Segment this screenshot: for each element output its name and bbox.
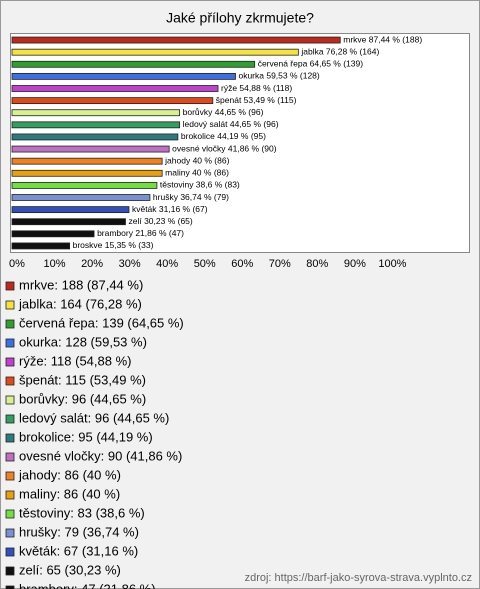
legend-label: jahody: 86 (40 %) [18, 467, 121, 482]
bar-label: broskve 15,35 % (33) [73, 240, 154, 250]
legend-swatch [5, 300, 15, 310]
legend-swatch [5, 452, 15, 462]
legend-swatch [5, 319, 15, 329]
bar [11, 242, 71, 250]
bar [11, 206, 130, 214]
legend-label: brambory: 47 (21,86 %) [19, 581, 156, 589]
bar-label: borůvky 44,65 % (96) [183, 107, 264, 117]
bar [11, 97, 214, 105]
bar-label: ovesné vločky 41,86 % (90) [172, 143, 277, 153]
bar [11, 194, 151, 201]
bar-label: brambory 21,86 % (47) [97, 228, 184, 238]
x-tick-label: 60% [231, 258, 253, 270]
bar-label: brokolice 44,19 % (95) [181, 131, 266, 141]
bar-label: květák 31,16 % (67) [132, 204, 208, 214]
bar [11, 157, 163, 165]
bar [11, 218, 126, 226]
bar-label: červená řepa 64,65 % (139) [258, 59, 364, 69]
legend-label: špenát: 115 (53,49 %) [19, 372, 146, 387]
legend-label: zelí: 65 (30,23 %) [19, 562, 121, 577]
legend-label: okurka: 128 (59,53 %) [19, 334, 147, 349]
bar [11, 145, 170, 153]
bar-label: hrušky 36,74 % (79) [153, 192, 229, 202]
plot-area [10, 33, 470, 253]
bar-label: jablka 76,28 % (164) [300, 46, 379, 56]
x-tick-label: 10% [44, 258, 66, 270]
bar [11, 230, 95, 238]
bar-label: rýže 54,88 % (118) [221, 83, 292, 93]
legend-swatch [5, 490, 15, 500]
bar-label: špenát 53,49 % (115) [216, 95, 297, 105]
legend-label: hrušky: 79 (36,74 %) [19, 524, 139, 539]
legend-label: mrkve: 188 (87,44 %) [19, 277, 143, 292]
x-tick-label: 50% [194, 258, 216, 270]
x-tick-label: 90% [344, 258, 366, 270]
legend-swatch [5, 357, 15, 367]
legend-swatch [5, 414, 15, 424]
bar [11, 133, 179, 141]
bar-label: ledový salát 44,65 % (96) [183, 119, 279, 129]
legend-swatch [5, 509, 15, 519]
legend-swatch [5, 281, 15, 291]
bar-label: zelí 30,23 % (65) [128, 216, 192, 226]
legend-swatch [5, 547, 15, 557]
x-tick-label: 100% [378, 258, 406, 270]
legend-label: jablka: 164 (76,28 %) [18, 296, 142, 311]
x-tick-label: 0% [9, 258, 25, 270]
bar [11, 36, 341, 44]
bar [11, 109, 181, 117]
bar [11, 169, 163, 177]
bar [11, 181, 158, 189]
x-tick-label: 70% [269, 258, 291, 270]
legend-swatch [5, 471, 15, 481]
legend-label: červená řepa: 139 (64,65 %) [19, 315, 184, 330]
bar-label: okurka 59,53 % (128) [238, 71, 319, 81]
legend-label: ovesné vločky: 90 (41,86 %) [19, 448, 182, 463]
legend-swatch [5, 566, 15, 576]
legend-label: brokolice: 95 (44,19 %) [19, 429, 153, 444]
legend-label: borůvky: 96 (44,65 %) [19, 391, 146, 406]
bar [11, 121, 181, 129]
bar-label: jahody 40 % (86) [164, 155, 229, 165]
bar [11, 60, 256, 68]
source: zdroj: https://barf-jako-syrova-strava.v… [245, 572, 472, 584]
bar [11, 48, 299, 56]
bar [11, 85, 219, 92]
x-tick-label: 30% [119, 258, 141, 270]
x-tick-label: 40% [156, 258, 178, 270]
chart-title: Jaké přílohy zkrmujete? [166, 10, 314, 26]
x-tick-label: 20% [81, 258, 103, 270]
legend-label: maliny: 86 (40 %) [19, 486, 120, 501]
legend-swatch [5, 433, 15, 443]
bar-label: mrkve 87,44 % (188) [343, 34, 422, 44]
legend-swatch [5, 528, 15, 538]
legend-label: ledový salát: 96 (44,65 %) [19, 410, 169, 425]
legend-swatch [5, 338, 15, 348]
bar-label: těstoviny 38,6 % (83) [160, 180, 240, 190]
x-tick-label: 80% [306, 258, 328, 270]
bar [11, 72, 236, 80]
legend-swatch [5, 395, 15, 405]
legend-swatch [5, 376, 15, 386]
legend-label: těstoviny: 83 (38,6 %) [19, 505, 145, 520]
legend-swatch [5, 585, 15, 589]
legend-label: rýže: 118 (54,88 %) [19, 353, 131, 368]
legend-label: květák: 67 (31,16 %) [19, 543, 138, 558]
bar-label: maliny 40 % (86) [165, 168, 229, 178]
